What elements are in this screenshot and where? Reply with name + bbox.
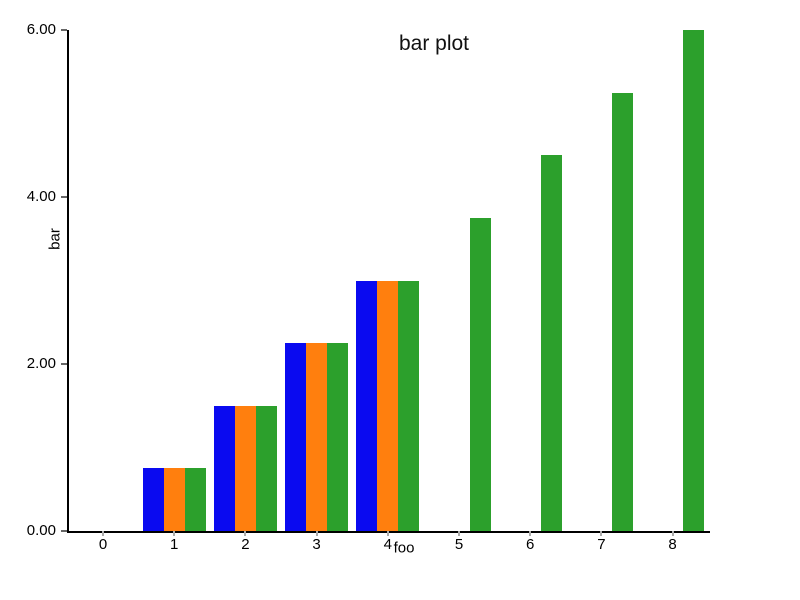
y-tick-label: 4.00 <box>26 188 56 205</box>
y-tick-label: 6.00 <box>26 21 56 38</box>
bar-series-green-x8 <box>683 30 705 531</box>
bar-series-blue-x3 <box>285 343 307 531</box>
y-axis-line <box>67 30 69 533</box>
x-tick-label: 7 <box>597 536 606 553</box>
x-tick-label: 2 <box>241 536 250 553</box>
y-tick-mark <box>61 530 67 532</box>
x-tick-label: 3 <box>312 536 321 553</box>
bar-series-blue-x2 <box>213 405 235 531</box>
x-tick-label: 4 <box>383 536 392 553</box>
y-tick-mark <box>61 363 67 365</box>
y-tick-mark <box>61 29 67 31</box>
bar-series-green-x4 <box>398 280 420 531</box>
y-tick-mark <box>61 196 67 198</box>
x-axis-label: foo <box>393 539 415 557</box>
x-tick-mark <box>600 531 603 536</box>
x-tick-mark <box>386 531 389 536</box>
y-tick-label: 0.00 <box>26 522 56 539</box>
x-tick-mark <box>102 531 104 536</box>
x-tick-mark <box>529 531 532 536</box>
y-tick-label: 2.00 <box>26 355 56 372</box>
bar-series-green-x2 <box>255 405 277 531</box>
bar-series-green-x6 <box>540 155 562 531</box>
x-tick-mark <box>173 531 176 536</box>
chart-title: bar plot <box>398 32 470 55</box>
bar-series-blue-x1 <box>142 468 164 531</box>
bar-series-green-x7 <box>611 92 633 531</box>
bar-series-green-x3 <box>327 343 349 531</box>
x-tick-label: 6 <box>526 536 535 553</box>
x-tick-mark <box>671 531 674 536</box>
y-axis-label: bar <box>46 228 64 250</box>
x-tick-label: 8 <box>668 536 677 553</box>
x-tick-label: 1 <box>170 536 179 553</box>
bar-series-orange-x4 <box>377 280 399 531</box>
x-tick-mark <box>458 531 460 536</box>
bar-series-orange-x1 <box>163 468 185 531</box>
bar-series-orange-x2 <box>234 405 256 531</box>
bar-series-green-x1 <box>184 468 206 531</box>
x-tick-mark <box>244 531 247 536</box>
bar-series-green-x5 <box>469 217 491 531</box>
bar-series-orange-x3 <box>306 343 328 531</box>
x-tick-mark <box>315 531 318 536</box>
x-tick-label: 5 <box>454 536 464 553</box>
bar-series-blue-x4 <box>356 280 378 531</box>
x-tick-label: 0 <box>98 536 108 553</box>
